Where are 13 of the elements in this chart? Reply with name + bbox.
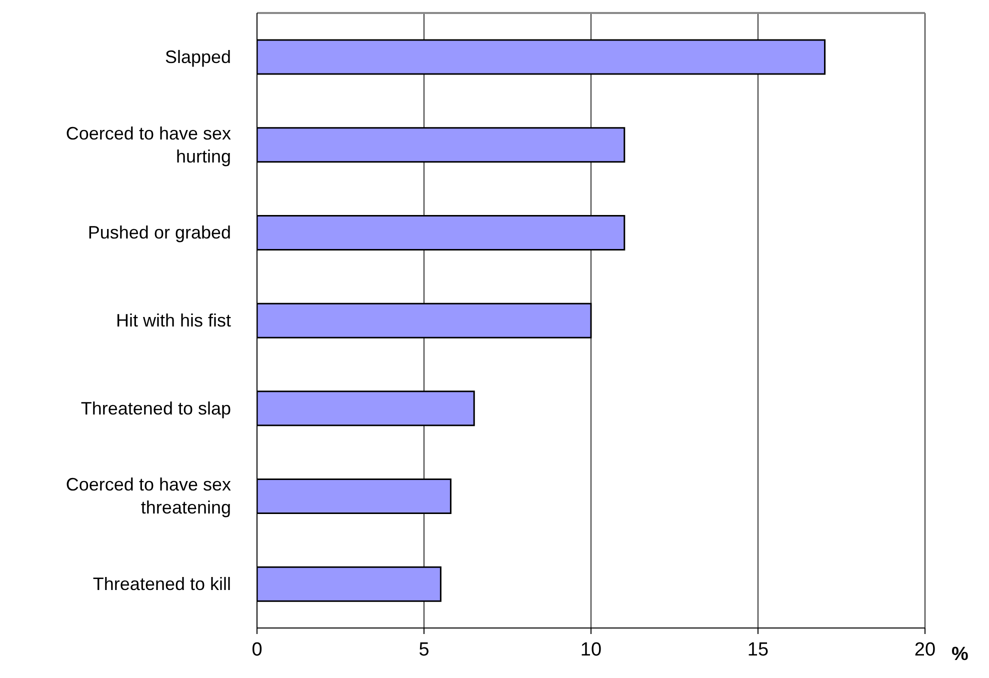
y-tick-label: Pushed or grabed (88, 222, 231, 243)
x-tick-label: 5 (418, 639, 430, 660)
y-tick-label: Hit with his fist (116, 310, 231, 330)
x-tick-label: 0 (252, 639, 262, 660)
y-tick-label: Threatened to kill (92, 574, 231, 594)
x-tick-label: 10 (580, 639, 602, 660)
y-tick-label: Slapped (164, 46, 231, 67)
x-axis-title: % (952, 644, 969, 665)
y-tick-label: Threatened to slap (80, 398, 231, 418)
x-tick-label: 20 (914, 639, 936, 660)
y-tick-label: Coerced to have sex threatening (66, 474, 231, 518)
y-tick-label: Coerced to have sex hurting (66, 123, 231, 166)
x-tick-label: 15 (747, 639, 769, 660)
